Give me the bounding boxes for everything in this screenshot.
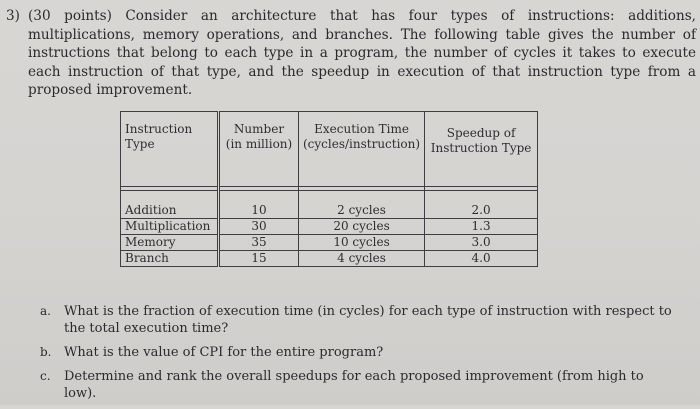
question-list: a. What is the fraction of execution tim… (40, 303, 680, 409)
cell-exec-time: 4 cycles (297, 250, 426, 267)
header-text: Speedup of (446, 126, 516, 140)
question-label: a. (40, 304, 51, 318)
question-c: c. Determine and rank the overall speedu… (40, 368, 680, 402)
cell-exec-time: 20 cycles (297, 218, 426, 235)
problem-statement: 3) (30 points) Consider an architecture … (6, 7, 696, 100)
instruction-table: Instruction Type Number (in million) Exe… (120, 111, 539, 267)
header-number: Number (in million) (218, 111, 299, 187)
header-text: Type (125, 137, 155, 151)
cell-type: Branch (120, 250, 220, 267)
cell-exec-time: 2 cycles (297, 190, 426, 219)
table-row: Addition 10 2 cycles 2.0 (120, 190, 539, 219)
header-text: Instruction (125, 122, 193, 136)
header-speedup: Speedup of Instruction Type (424, 111, 539, 187)
header-text: (in million) (225, 137, 293, 151)
cell-type: Multiplication (120, 218, 220, 235)
question-b: b. What is the value of CPI for the enti… (40, 344, 680, 361)
question-text: What is the fraction of execution time (… (64, 304, 672, 336)
question-text: What is the value of CPI for the entire … (64, 345, 384, 360)
header-text: Execution Time (314, 122, 409, 136)
question-text: Determine and rank the overall speedups … (64, 369, 644, 401)
header-text: (cycles/instruction) (303, 137, 421, 151)
cell-type: Addition (120, 190, 220, 219)
table-row: Multiplication 30 20 cycles 1.3 (120, 218, 539, 235)
problem-number: 3) (6, 8, 20, 24)
cell-number: 10 (218, 190, 299, 219)
table-header-row: Instruction Type Number (in million) Exe… (120, 111, 539, 187)
question-label: c. (40, 369, 51, 383)
question-label: b. (40, 345, 52, 359)
header-execution-time: Execution Time (cycles/instruction) (297, 111, 426, 187)
problem-text: (30 points) Consider an architecture tha… (28, 8, 696, 98)
cell-number: 15 (218, 250, 299, 267)
question-a: a. What is the fraction of execution tim… (40, 303, 680, 337)
cell-type: Memory (120, 234, 220, 251)
cell-number: 35 (218, 234, 299, 251)
cell-exec-time: 10 cycles (297, 234, 426, 251)
cell-speedup: 1.3 (424, 218, 539, 235)
header-text: Number (233, 122, 285, 136)
cell-speedup: 3.0 (424, 234, 539, 251)
header-text: Instruction Type (430, 141, 532, 155)
table-row: Memory 35 10 cycles 3.0 (120, 234, 539, 251)
cell-speedup: 2.0 (424, 190, 539, 219)
header-instruction-type: Instruction Type (120, 111, 220, 187)
cell-number: 30 (218, 218, 299, 235)
cell-speedup: 4.0 (424, 250, 539, 267)
table-row: Branch 15 4 cycles 4.0 (120, 250, 539, 267)
